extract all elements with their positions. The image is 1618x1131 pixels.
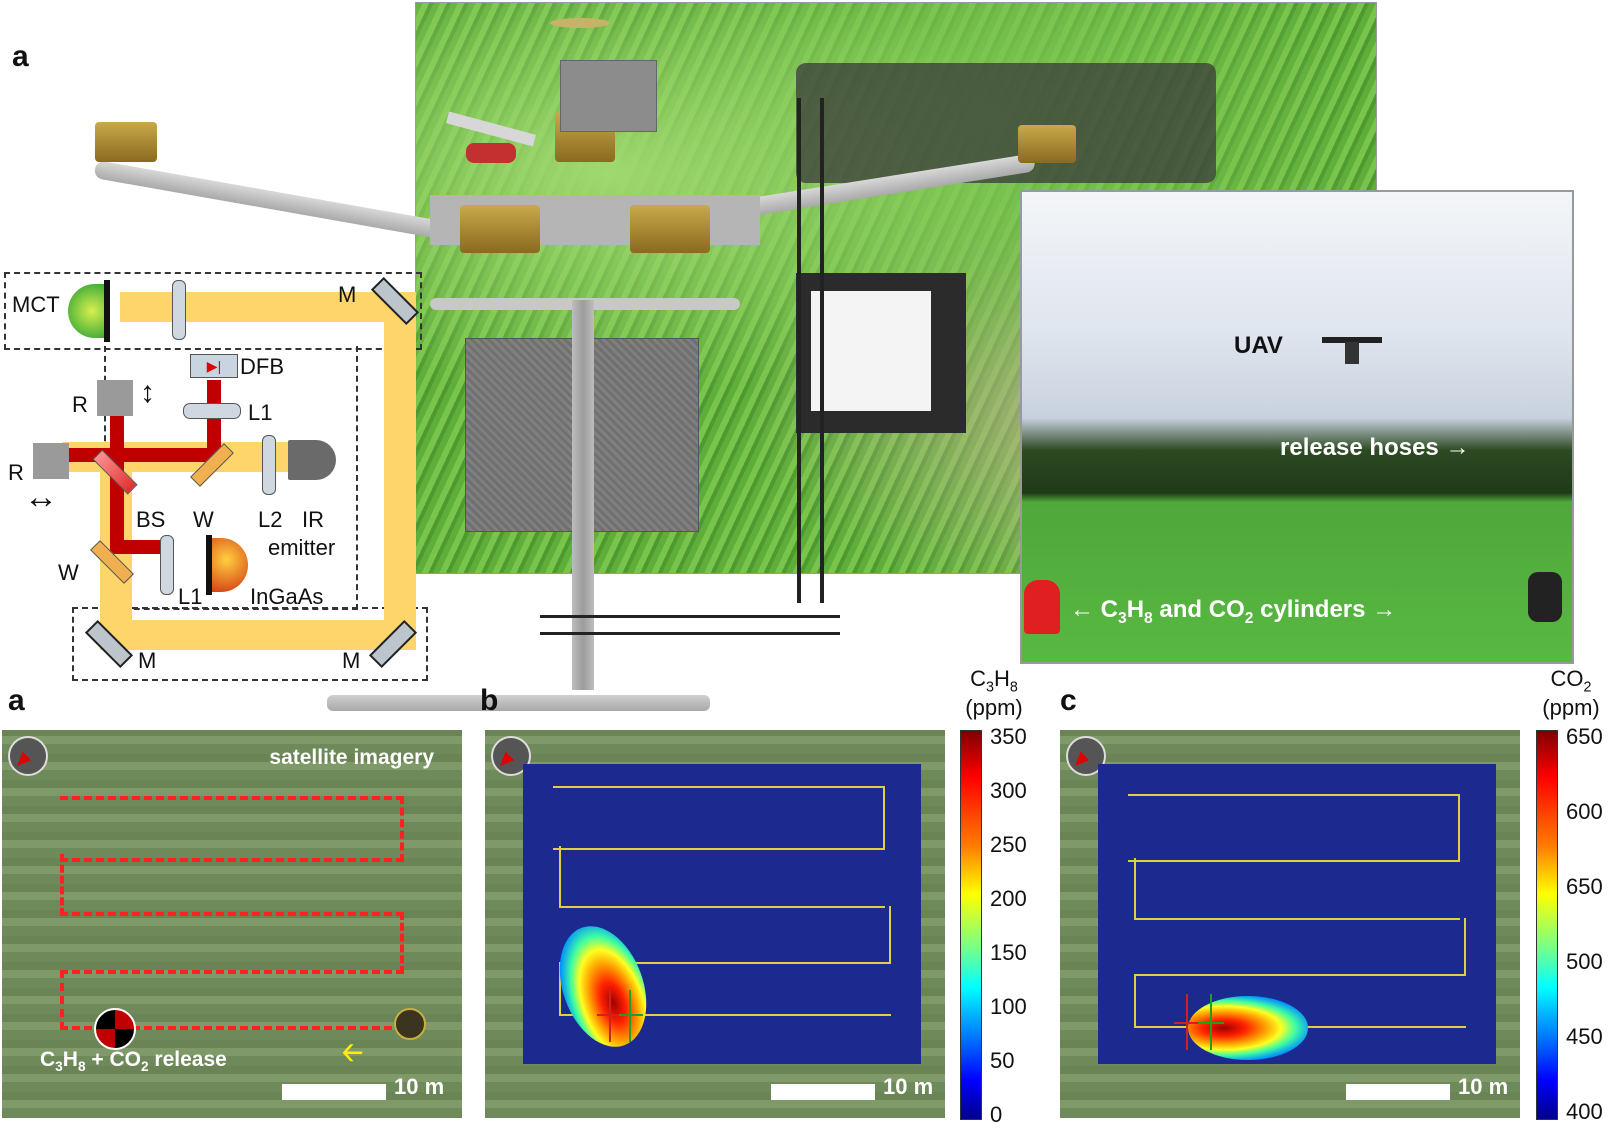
colorbar-c-tick: 400 <box>1566 1099 1603 1124</box>
mct-label: MCT <box>12 292 60 317</box>
motor-left <box>95 122 157 162</box>
dfb-laser-icon: ▶| <box>190 354 238 378</box>
window-mid-label: W <box>193 507 214 532</box>
direction-arrow-icon: 🡠 <box>342 1037 364 1067</box>
field-photo: UAV release hoses → ← C3H8 and CO2 cylin… <box>1020 190 1574 664</box>
scale-bar <box>771 1084 875 1100</box>
colorbar-c-tick: 450 <box>1566 1024 1603 1049</box>
lens-l1-low-label: L1 <box>178 584 203 609</box>
colorbar-b-tick: 300 <box>990 778 1027 803</box>
scale-label-b: 10 m <box>883 1074 934 1099</box>
colorbar-c-tick: 650 <box>1566 724 1603 749</box>
release-hoses-label: release hoses → <box>1280 434 1470 461</box>
lens-l1-top-label: L1 <box>248 400 273 425</box>
retro-top-label: R <box>72 392 88 417</box>
panel-label-bottom-a: a <box>8 684 25 717</box>
cylinders-label: ← C3H8 and CO2 cylinders → <box>1070 596 1397 627</box>
panel-c-co2-map: 10 m <box>1060 730 1520 1118</box>
colorbar-b-tick: 50 <box>990 1048 1015 1073</box>
dashed-box-mirrors <box>72 607 428 681</box>
mct-detector-icon <box>68 284 108 338</box>
dashed-box-detector <box>4 272 422 350</box>
ingaas-label: InGaAs <box>250 584 324 609</box>
translate-horizontal-icon: ↔ <box>24 478 58 516</box>
ir-label: IR <box>302 507 324 532</box>
scale-label-a: 10 m <box>394 1074 445 1099</box>
gas-cylinder-icon <box>1024 580 1060 634</box>
retroreflector-left-icon <box>33 443 69 479</box>
colorbar-c-tick: 650 <box>1566 874 1603 899</box>
colorbar-b-tick: 200 <box>990 886 1027 911</box>
retro-left-label: R <box>8 460 24 485</box>
uav-icon <box>1322 337 1382 343</box>
colorbar-b-tick: 100 <box>990 994 1027 1019</box>
panel-label-top-a: a <box>12 40 29 73</box>
co2-heatmap <box>1098 764 1496 1064</box>
colorbar-b-title: C3H8 (ppm) <box>965 666 1023 721</box>
panel-b-c3h8-map: 10 m <box>485 730 945 1118</box>
mirror-bottom-right-label: M <box>342 648 361 673</box>
planned-flight-path <box>60 796 404 862</box>
compass-icon <box>8 736 48 776</box>
lens-l2-icon <box>262 435 276 495</box>
scale-bar <box>1346 1084 1450 1100</box>
translate-vertical-icon: ↕ <box>140 376 155 409</box>
error-bar-green <box>629 990 631 1042</box>
colorbar-b-tick: 250 <box>990 832 1027 857</box>
panel-a-satellite-map: satellite imagery C3H8 + CO2 release 🡠 1… <box>2 730 462 1118</box>
colorbar-c-tick: 600 <box>1566 799 1603 824</box>
retroreflector-top-icon <box>97 380 133 416</box>
colorbar-c-tick: 500 <box>1566 949 1603 974</box>
lens-l1-low-icon <box>160 535 174 595</box>
release-label: C3H8 + CO2 release <box>40 1048 227 1075</box>
emitter-label: emitter <box>268 535 336 560</box>
panel-label-bottom-b: b <box>480 684 499 717</box>
uav-start-icon <box>394 1008 426 1040</box>
scale-bar <box>282 1084 386 1100</box>
co2-plume <box>1188 996 1308 1060</box>
mirror-bottom-left-label: M <box>138 648 157 673</box>
lens-icon <box>172 280 186 340</box>
dfb-label: DFB <box>240 354 284 379</box>
colorbar-b <box>960 730 982 1120</box>
panel-label-bottom-c: c <box>1060 684 1077 717</box>
colorbar-b-tick: 0 <box>990 1102 1003 1127</box>
bs-label: BS <box>136 507 166 532</box>
colorbar-c <box>1536 730 1558 1120</box>
motor-right <box>1018 125 1076 163</box>
error-bar-red <box>609 990 611 1042</box>
uav-label: UAV <box>1234 332 1283 359</box>
colorbar-b-tick: 350 <box>990 724 1027 749</box>
release-point-icon <box>94 1008 136 1050</box>
mirror-label-top: M <box>338 282 357 307</box>
lens-l2-label: L2 <box>258 507 283 532</box>
colorbar-b-tick: 150 <box>990 940 1027 965</box>
colorbar-c-title: CO2 (ppm) <box>1542 666 1600 721</box>
ir-emitter-icon <box>288 440 336 480</box>
window-low-label: W <box>58 560 79 585</box>
c3h8-heatmap <box>523 764 921 1064</box>
scale-label-c: 10 m <box>1458 1074 1509 1099</box>
lens-l1-top-icon <box>183 403 241 419</box>
satellite-imagery-label: satellite imagery <box>269 746 434 769</box>
gas-cylinder-icon-right <box>1528 572 1562 622</box>
